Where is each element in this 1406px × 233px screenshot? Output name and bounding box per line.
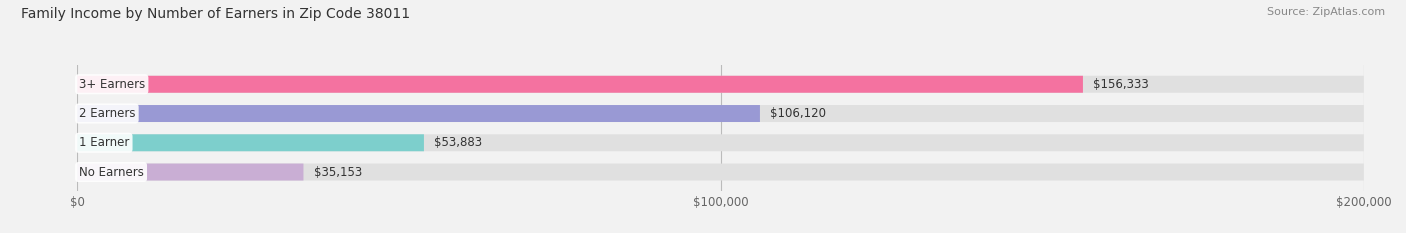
FancyBboxPatch shape	[77, 134, 425, 151]
Text: $35,153: $35,153	[314, 165, 361, 178]
FancyBboxPatch shape	[77, 105, 759, 122]
Text: 1 Earner: 1 Earner	[79, 136, 129, 149]
Text: 2 Earners: 2 Earners	[79, 107, 135, 120]
Text: Family Income by Number of Earners in Zip Code 38011: Family Income by Number of Earners in Zi…	[21, 7, 411, 21]
FancyBboxPatch shape	[77, 76, 1083, 93]
Text: No Earners: No Earners	[79, 165, 143, 178]
Text: 3+ Earners: 3+ Earners	[79, 78, 145, 91]
FancyBboxPatch shape	[77, 76, 1364, 93]
FancyBboxPatch shape	[77, 164, 304, 181]
FancyBboxPatch shape	[77, 134, 1364, 151]
Text: Source: ZipAtlas.com: Source: ZipAtlas.com	[1267, 7, 1385, 17]
Text: $156,333: $156,333	[1094, 78, 1149, 91]
FancyBboxPatch shape	[77, 105, 1364, 122]
FancyBboxPatch shape	[77, 164, 1364, 181]
Text: $53,883: $53,883	[434, 136, 482, 149]
Text: $106,120: $106,120	[770, 107, 827, 120]
